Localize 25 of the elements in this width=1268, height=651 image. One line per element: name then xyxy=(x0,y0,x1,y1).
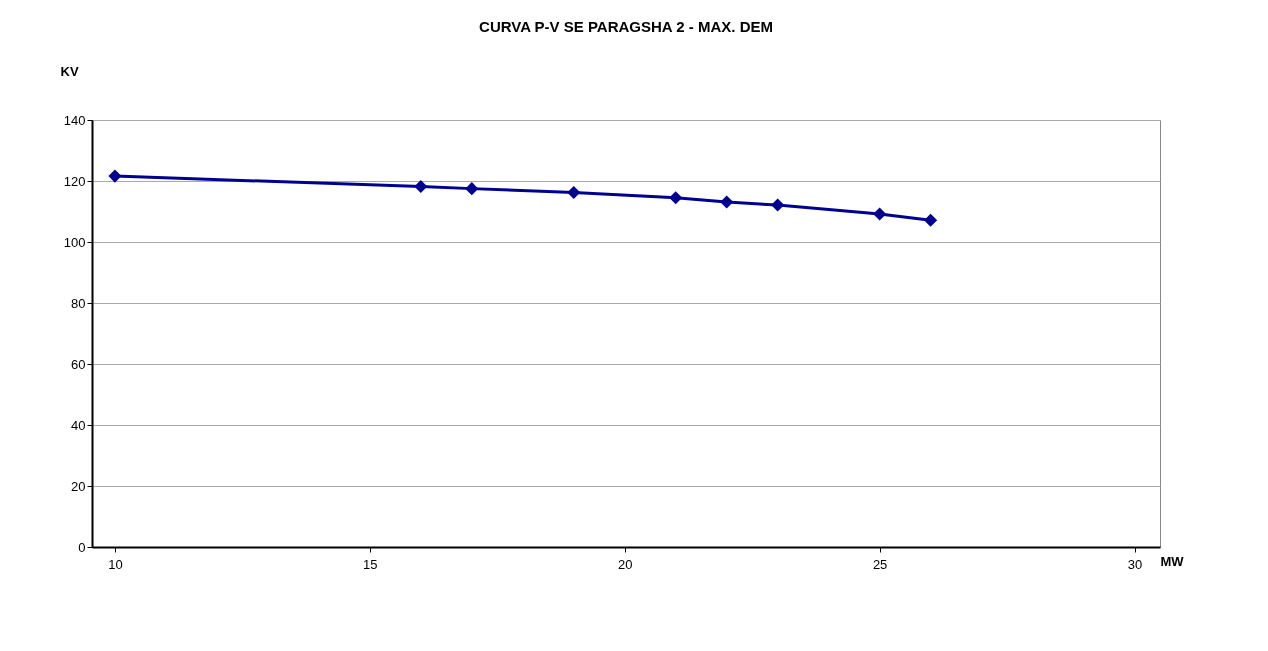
y-tick-label: 60 xyxy=(71,356,86,372)
point xyxy=(465,182,479,196)
y-tick-label: 120 xyxy=(63,173,86,189)
point xyxy=(771,198,785,212)
x-tick-label: 15 xyxy=(363,556,378,572)
y-tick-label: 40 xyxy=(71,417,86,433)
y-tick-label: 140 xyxy=(63,112,86,128)
point xyxy=(669,191,683,205)
y-tick-label: 80 xyxy=(71,295,86,311)
point xyxy=(567,186,581,200)
x-tick-label: 10 xyxy=(108,556,123,572)
point xyxy=(414,179,428,194)
y-axis-title: KV xyxy=(60,63,79,79)
y-tick-label: 20 xyxy=(71,478,86,494)
point xyxy=(108,169,122,183)
x-axis-title: MW xyxy=(1160,553,1185,569)
y-tick-label: 0 xyxy=(78,539,86,555)
x-tick-label: 20 xyxy=(617,556,633,572)
y-tick-label: 100 xyxy=(63,234,86,250)
point xyxy=(924,213,938,227)
point xyxy=(873,207,887,221)
x-tick-label: 25 xyxy=(872,556,888,572)
x-tick-label: 30 xyxy=(1127,556,1143,572)
point xyxy=(720,195,734,209)
chart-title: CURVA P-V SE PARAGSHA 2 - MAX. DEM xyxy=(479,18,773,35)
